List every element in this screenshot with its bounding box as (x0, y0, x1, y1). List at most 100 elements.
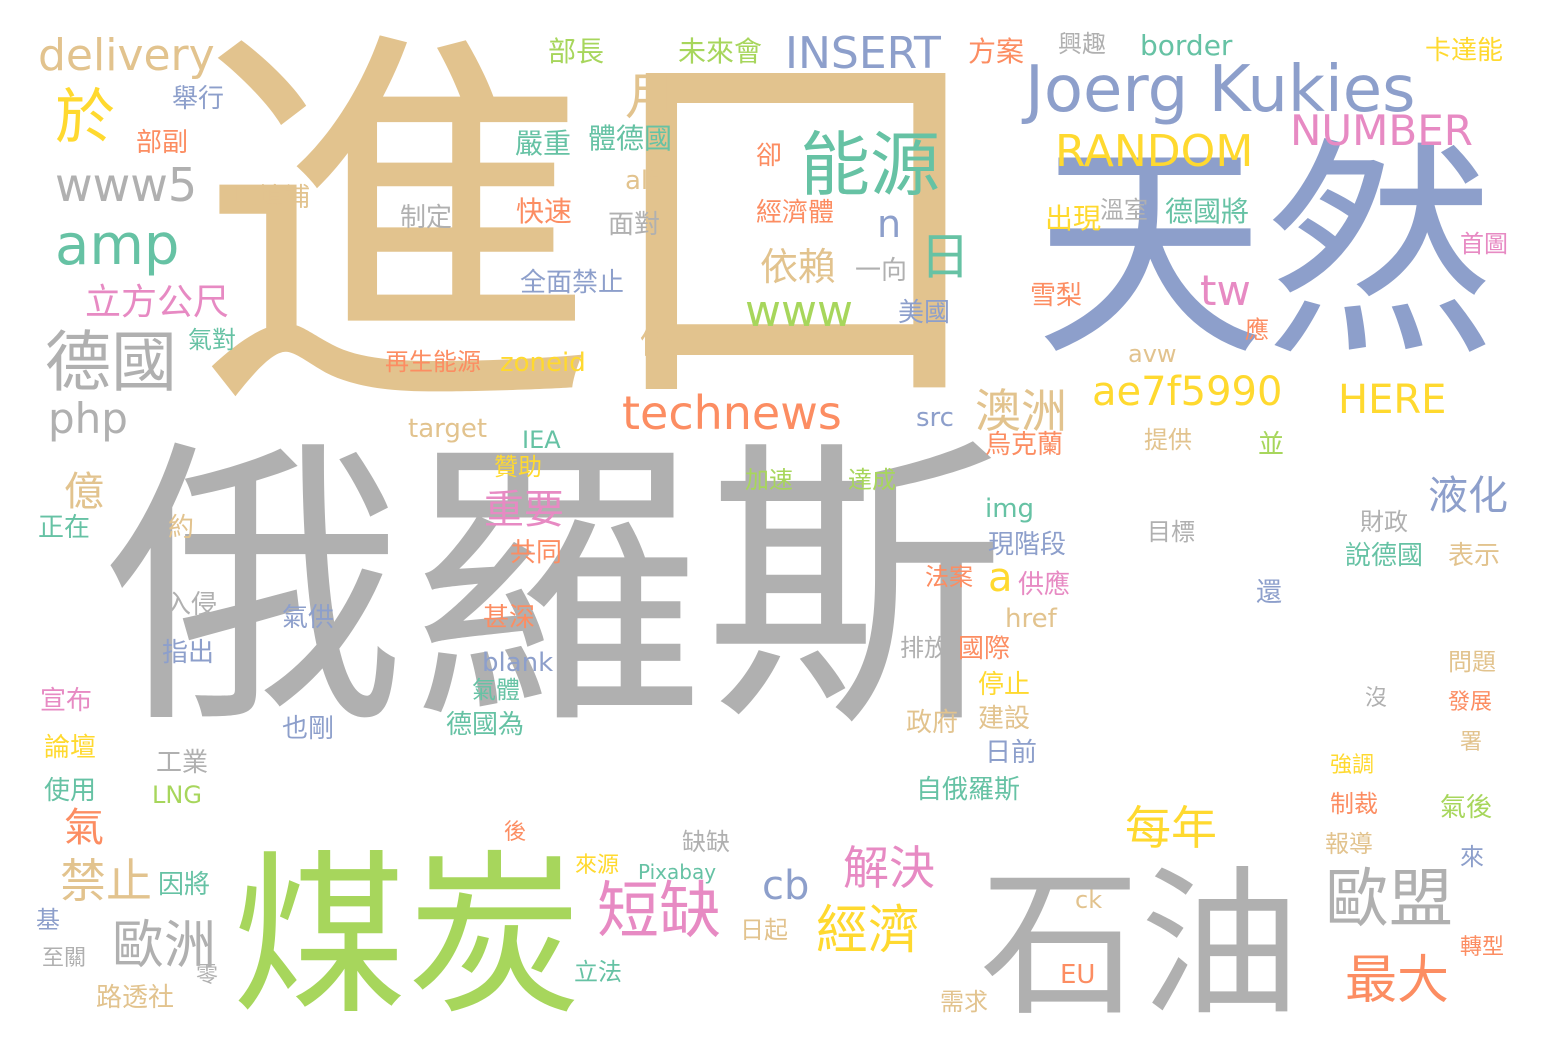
word: 解決 (843, 841, 935, 895)
word: 立方公尺 (85, 282, 230, 323)
word: 制裁 (1330, 790, 1378, 818)
word: avw (1128, 340, 1177, 368)
word: 現階段 (988, 530, 1067, 560)
word: 來 (1460, 843, 1484, 871)
word: 入侵 (165, 590, 218, 620)
word: 法案 (925, 563, 973, 591)
word: 氣後 (1440, 793, 1493, 823)
word: tw (1200, 266, 1251, 315)
word: 於 (55, 83, 115, 153)
word: 禁止 (60, 854, 152, 908)
word: 建設 (978, 704, 1031, 734)
word: 制定 (400, 203, 453, 233)
word: 美國 (898, 298, 951, 328)
word: 經濟體 (756, 198, 835, 228)
word: 表示 (1448, 541, 1501, 571)
word: 提供 (1144, 426, 1192, 454)
word: Joerg Kukies (1025, 53, 1416, 127)
word: 歐盟 (1325, 863, 1453, 937)
word: 煤炭 (232, 836, 582, 1039)
word: 報導 (1325, 830, 1373, 858)
word: 氣對 (188, 326, 236, 354)
word: 轉型 (1460, 935, 1505, 960)
word: 舉行 (172, 84, 225, 114)
word: 全面禁止 (520, 268, 625, 298)
word: 停止 (978, 670, 1031, 700)
word: 論壇 (44, 733, 97, 763)
word: 目標 (1147, 518, 1195, 546)
word: 德國將 (1165, 195, 1250, 228)
word: RANDOM (1055, 126, 1254, 177)
word: 署 (1460, 730, 1483, 755)
word: 工業 (156, 748, 209, 778)
word: amp (55, 213, 180, 278)
word: 氣 (64, 805, 104, 851)
word: 至關 (42, 946, 87, 971)
word: 部長 (548, 35, 605, 68)
word: 最大 (1345, 951, 1450, 1011)
word: 氣供 (282, 603, 335, 633)
word: 短缺 (597, 874, 722, 947)
word: 能源 (800, 124, 940, 206)
word: 加速 (745, 466, 793, 494)
word: 立法 (574, 958, 622, 986)
word: border (1140, 29, 1233, 62)
word: 石油 (980, 851, 1301, 1038)
word: 未來會 (678, 35, 763, 68)
word: 快速 (516, 195, 573, 228)
word: HERE (1338, 377, 1447, 423)
word: NUMBER (1290, 106, 1473, 155)
word: INSERT (785, 28, 941, 79)
word: href (1005, 604, 1057, 634)
word: 共同 (510, 538, 563, 568)
word: 溫室 (1100, 196, 1148, 224)
word: 基 (36, 906, 60, 934)
word: 歐洲 (112, 916, 217, 976)
word: php (48, 394, 128, 443)
word: ae7f5990 (1092, 369, 1283, 415)
word: 重要 (484, 487, 564, 533)
word: 日 (920, 228, 970, 286)
word: 需求 (940, 988, 988, 1016)
word: src (916, 403, 954, 433)
word: 嚴重 (515, 127, 572, 160)
word: 日起 (740, 916, 788, 944)
word: 德國 (45, 324, 177, 401)
word: technews (622, 386, 842, 440)
word: 以填補 (232, 183, 311, 213)
word: 供應 (1018, 570, 1071, 600)
word: 日前 (985, 738, 1038, 768)
word: target (408, 414, 488, 444)
word: 來源 (575, 853, 620, 878)
word: 強調 (1330, 753, 1375, 778)
word: 說德國 (1345, 541, 1424, 571)
word: 天然 (1035, 121, 1496, 388)
word: 財政 (1360, 508, 1408, 536)
word: 國際 (958, 634, 1011, 664)
word: 發展 (1448, 690, 1493, 715)
word: IEA (522, 426, 561, 454)
word: 每年 (1125, 801, 1217, 855)
word: 贊助 (494, 453, 542, 481)
word: 經濟 (816, 901, 921, 961)
word: 進口 (195, 0, 995, 462)
word: 德國為 (446, 710, 525, 740)
word: delivery (38, 30, 215, 81)
word: 部副 (136, 128, 189, 158)
word: 使用 (44, 776, 97, 806)
word: blank (482, 648, 554, 678)
word: 卻 (756, 141, 783, 171)
word: 後 (504, 820, 527, 845)
word: 排放 (900, 634, 948, 662)
word: LNG (152, 781, 202, 809)
word: 方案 (968, 35, 1025, 68)
word: 還 (1256, 578, 1283, 608)
word: 澳洲 (975, 384, 1067, 438)
word: www5 (55, 158, 198, 212)
word: 卡達能 (1425, 36, 1504, 66)
word: 再生能源 (385, 348, 481, 376)
word: 並 (1258, 430, 1285, 460)
word: 約 (168, 513, 195, 543)
word: EU (1060, 960, 1096, 990)
